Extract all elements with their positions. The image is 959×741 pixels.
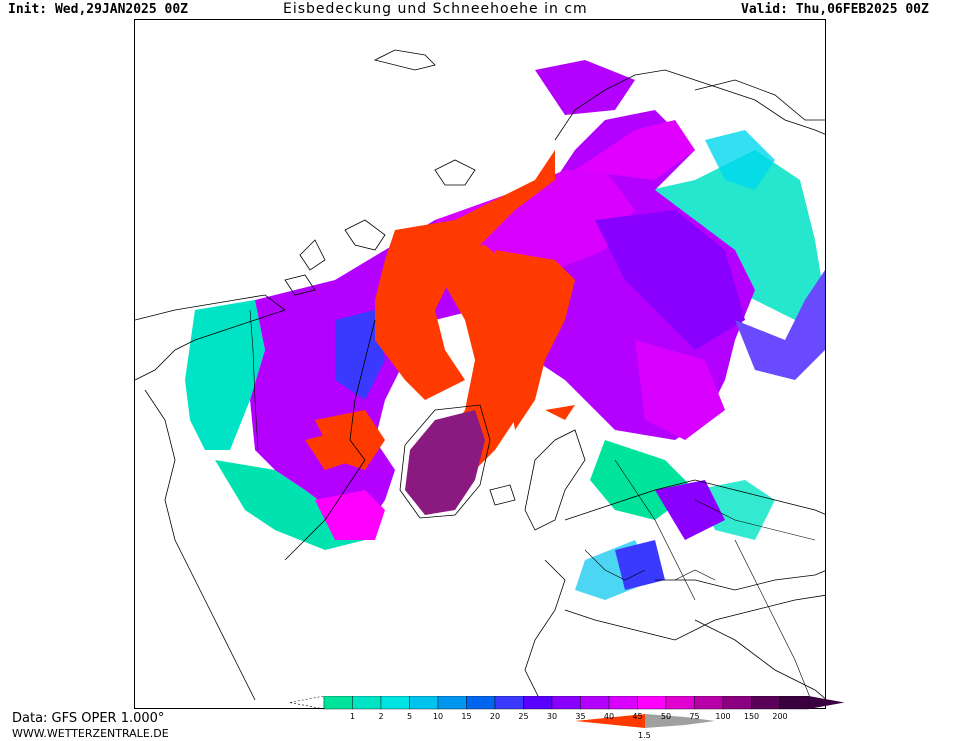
website-label: WWW.WETTERZENTRALE.DE — [12, 727, 169, 740]
legend-swatch — [409, 696, 439, 710]
legend-swatch — [494, 696, 524, 710]
legend-tick-label: 30 — [546, 712, 558, 721]
legend-swatch — [466, 696, 496, 710]
legend-swatch — [722, 696, 752, 710]
legend-tick-label: 50 — [660, 712, 672, 721]
legend-tick-label: 75 — [689, 712, 700, 721]
legend-swatch — [779, 696, 809, 710]
light-snow-layer — [185, 130, 825, 600]
init-time-label: Init: Wed,29JAN2025 00Z — [8, 2, 189, 17]
legend-tick-label: 5 — [406, 712, 413, 721]
legend-swatch — [751, 696, 781, 710]
legend-tick-label: 10 — [432, 712, 444, 721]
legend-swatch — [352, 696, 382, 710]
map-panel — [134, 19, 826, 709]
legend-swatch — [523, 696, 553, 710]
legend-tick-label: 20 — [489, 712, 501, 721]
legend-swatch — [608, 696, 638, 710]
legend-swatch — [551, 696, 581, 710]
legend-under-arrow — [290, 696, 325, 710]
color-legend — [290, 696, 845, 728]
legend-tick-label: 15 — [461, 712, 472, 721]
legend-tick-label: 45 — [632, 712, 643, 721]
legend-ice-arrow — [575, 714, 645, 728]
legend-swatch — [665, 696, 695, 710]
legend-tick-label: 100 — [715, 712, 731, 721]
legend-ice-label: 1.5 — [638, 731, 651, 740]
greenland-ice — [405, 410, 485, 515]
legend-swatch — [580, 696, 610, 710]
legend-swatch — [323, 696, 353, 710]
legend-color-bar — [290, 696, 845, 710]
legend-tick-label: 40 — [603, 712, 615, 721]
legend-ice-gray — [645, 714, 715, 728]
legend-swatch — [694, 696, 724, 710]
legend-ice-bar — [575, 714, 715, 728]
legend-swatch — [637, 696, 667, 710]
legend-swatch — [380, 696, 410, 710]
legend-tick-label: 200 — [772, 712, 788, 721]
legend-tick-label: 35 — [575, 712, 586, 721]
coastlines — [135, 49, 825, 708]
valid-time-label: Valid: Thu,06FEB2025 00Z — [741, 2, 929, 17]
legend-tick-label: 150 — [743, 712, 760, 721]
legend-tick-label: 2 — [378, 712, 384, 721]
legend-swatch — [437, 696, 467, 710]
map-title: Eisbedeckung und Schneehoehe in cm — [283, 1, 588, 17]
snow-ice-map — [135, 49, 825, 708]
data-source-label: Data: GFS OPER 1.000° — [12, 711, 165, 726]
legend-tick-label: 25 — [518, 712, 529, 721]
legend-over-arrow — [808, 696, 845, 709]
country-borders — [249, 309, 816, 708]
legend-tick-label: 1 — [349, 712, 356, 721]
